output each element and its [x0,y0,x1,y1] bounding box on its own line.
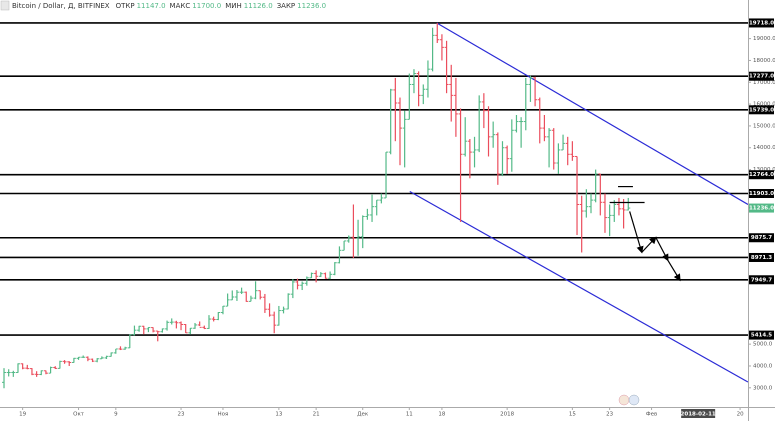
level-label: 9875.7 [751,235,772,241]
y-tick-label: 4000.0 [753,363,773,369]
last-price-box [749,203,774,213]
legend-label: МИН [225,2,242,10]
trend-line [436,22,748,206]
trend-line [409,190,748,383]
x-tick-label: 23 [178,412,185,418]
x-tick-label: 21 [313,412,320,418]
level-label-box [749,71,774,81]
level-label-box [749,233,774,243]
y-tick-label: 15000.0 [753,123,775,129]
level-label-box [749,252,774,262]
legend-value: 11236.0 [297,2,326,10]
plot-area [0,22,748,389]
y-tick-label: 19000.0 [753,36,775,42]
level-label: 19718.0 [749,20,774,26]
level-label-box [749,170,774,180]
level-label: 17277.0 [749,74,774,80]
y-tick-label: 5000.0 [753,342,773,348]
y-tick-label: 13000.0 [753,167,775,173]
x-tick-label: 19 [19,412,26,418]
projection-arrow [655,237,669,262]
level-label: 8971.3 [751,255,772,261]
x-tick-label: 11 [406,412,413,418]
level-label: 5414.5 [751,333,772,339]
level-label: 15739.0 [749,107,774,113]
legend-label: ЗАКР [277,2,295,10]
x-tick-label: 9 [114,412,118,418]
y-tick-label: 3000.0 [753,385,773,391]
last-price-label: 11236.0 [749,206,774,212]
level-label: 12764.0 [749,172,774,178]
cursor-x-label: 2018-02-11 [681,412,716,418]
level-label: 7949.7 [751,277,772,283]
cursor-x-box [681,409,716,418]
symbol-icon[interactable] [0,0,10,11]
legend-value: 11126.0 [244,2,273,10]
level-label: 11903.0 [749,191,774,197]
x-tick-label: Дек [357,412,369,418]
y-tick-label: 16000.0 [753,102,775,108]
level-label-box [749,18,774,28]
status-badge[interactable] [618,394,630,406]
x-tick-label: Окт [73,412,85,418]
projection-arrow [667,260,681,282]
x-tick-label: 23 [606,412,613,418]
symbol-title: Bitcoin / Dollar, Д, BITFINEX [12,2,110,10]
legend-value: 11700.0 [192,2,221,10]
level-label-box [749,105,774,115]
legend-value: 11147.0 [137,2,166,10]
y-tick-label: 17000.0 [753,80,775,86]
x-tick-label: Ноя [218,412,229,418]
x-tick-label: Фев [646,412,657,418]
level-label-box [749,189,774,199]
legend-label: ОТКР [116,2,135,10]
y-tick-label: 14000.0 [753,145,775,151]
x-tick-label: 18 [438,412,445,418]
x-tick-label: 15 [569,412,576,418]
status-badge[interactable] [628,394,640,406]
x-tick-label: 2018 [500,412,514,418]
level-label-box [749,330,774,340]
level-label-box [749,275,774,285]
x-tick-label: 20 [737,412,744,418]
projection-arrow [629,211,644,254]
projection-arrow [641,236,657,253]
x-tick-label: 13 [275,412,282,418]
y-tick-label: 18000.0 [753,58,775,64]
legend-label: МАКС [170,2,191,10]
